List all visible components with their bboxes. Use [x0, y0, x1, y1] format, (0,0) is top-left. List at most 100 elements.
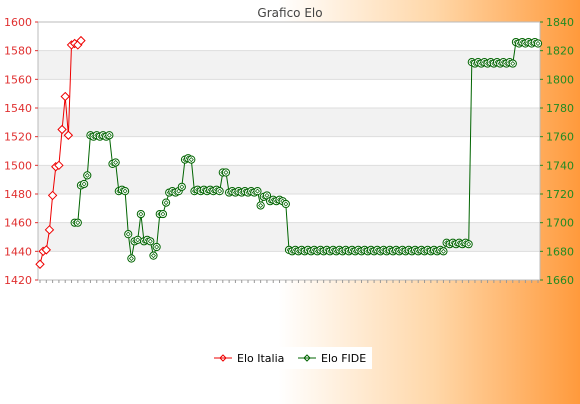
data-point — [57, 124, 67, 135]
data-point — [464, 240, 473, 249]
data-point-inner — [128, 256, 134, 261]
data-point-inner — [466, 241, 472, 247]
data-point — [221, 168, 231, 177]
data-point — [60, 91, 70, 102]
data-point — [533, 39, 543, 48]
right-axis-tick-label: 1680 — [546, 245, 574, 258]
data-point-inner — [264, 192, 270, 198]
right-axis-tick-label: 1780 — [546, 102, 574, 115]
plot-border — [37, 21, 541, 281]
series-elo-fide — [70, 37, 543, 263]
left-axis-tick-label: 1480 — [4, 188, 32, 201]
data-point-inner — [154, 244, 160, 250]
plot-band — [38, 251, 540, 280]
right-axis-tick-label: 1700 — [546, 217, 574, 230]
data-point — [253, 187, 262, 196]
legend: Elo Italia Elo FIDE — [208, 347, 372, 369]
legend-box — [208, 347, 372, 369]
data-point — [35, 259, 45, 269]
right-axis-tick-label: 1840 — [546, 16, 574, 29]
data-point-inner — [176, 188, 182, 194]
right-axis-tick-label: 1660 — [546, 274, 574, 287]
data-point — [121, 187, 130, 196]
data-point-inner — [258, 202, 264, 208]
chart-title: Grafico Elo — [257, 6, 322, 20]
data-point-inner — [254, 188, 260, 194]
data-point-inner — [84, 172, 90, 178]
data-point-inner — [81, 181, 87, 187]
data-point — [80, 179, 89, 189]
data-point-inner — [75, 220, 81, 226]
data-point-inner — [535, 41, 541, 46]
legend-italia-marker — [219, 354, 227, 362]
data-point — [73, 218, 82, 227]
data-point — [127, 254, 136, 263]
data-point-inner — [147, 238, 153, 244]
plot-band — [38, 165, 540, 194]
plot-bands — [38, 22, 540, 280]
data-point-inner — [283, 201, 289, 207]
data-point — [105, 131, 114, 140]
right-axis-tick-label: 1720 — [546, 188, 574, 201]
plot-band — [38, 136, 540, 166]
data-point-inner — [188, 157, 194, 163]
data-point-inner — [106, 132, 112, 138]
data-point — [83, 171, 92, 180]
data-point — [41, 245, 52, 255]
x-axis-ticks — [39, 280, 539, 283]
data-point — [152, 242, 161, 252]
legend-italia-label: Elo Italia — [237, 352, 284, 365]
plot-band — [38, 50, 540, 80]
left-axis-tick-label: 1580 — [4, 45, 32, 58]
left-axis-tick-label: 1520 — [4, 131, 32, 144]
data-point — [508, 59, 517, 68]
data-point — [281, 199, 290, 209]
left-axis-tick-label: 1540 — [4, 102, 32, 115]
left-axis-tick-label: 1440 — [4, 245, 32, 258]
data-point-inner — [163, 200, 169, 206]
left-axis-tick-label: 1560 — [4, 73, 32, 86]
legend-fide-label: Elo FIDE — [321, 352, 366, 365]
data-point-inner — [125, 231, 131, 237]
data-point — [44, 225, 55, 235]
left-axis-tick-label: 1460 — [4, 217, 32, 230]
data-point — [124, 230, 133, 239]
data-point — [439, 247, 448, 256]
data-point — [111, 158, 120, 167]
data-point-inner — [113, 159, 119, 165]
left-y-axis: 1420 1440 1460 1480 1500 1520 1540 1560 1580 1600 — [4, 16, 38, 287]
data-point — [187, 155, 196, 164]
right-axis-tick-label: 1820 — [546, 45, 574, 58]
data-point — [149, 251, 158, 260]
data-point-inner — [179, 184, 185, 190]
data-point — [63, 130, 74, 140]
data-point-inner — [138, 211, 144, 217]
data-point — [161, 198, 171, 207]
left-axis-tick-label: 1500 — [4, 159, 32, 172]
data-point-inner — [122, 188, 128, 194]
data-point — [215, 187, 224, 196]
plot-band — [38, 22, 540, 51]
right-y-axis: 1660 1680 1700 1720 1740 1760 1780 1800 1820 1840 — [540, 16, 574, 287]
data-point-inner — [440, 248, 446, 254]
left-axis-tick-label: 1600 — [4, 16, 32, 29]
data-point-inner — [160, 211, 166, 217]
data-point — [47, 190, 58, 201]
data-point — [158, 209, 168, 219]
plot-band — [38, 108, 540, 137]
data-point — [54, 160, 64, 171]
right-axis-tick-label: 1740 — [546, 159, 574, 172]
data-point-inner — [510, 61, 516, 67]
data-point — [76, 35, 86, 46]
right-axis-tick-label: 1760 — [546, 131, 574, 144]
legend-fide-marker — [303, 354, 311, 362]
data-point — [136, 209, 145, 219]
series-elo-italia — [35, 35, 86, 269]
data-point-inner — [135, 237, 141, 243]
data-point — [146, 237, 155, 246]
left-axis-tick-label: 1420 — [4, 274, 32, 287]
data-point — [177, 182, 186, 191]
right-axis-tick-label: 1800 — [546, 73, 574, 86]
